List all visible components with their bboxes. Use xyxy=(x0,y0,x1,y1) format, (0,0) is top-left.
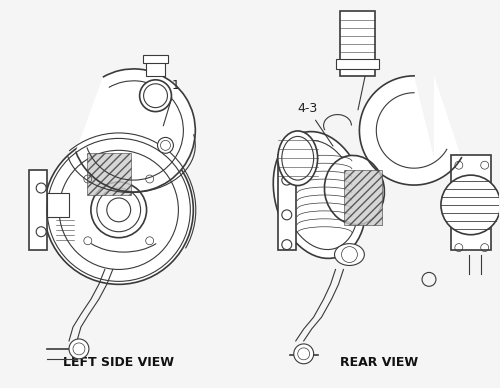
Bar xyxy=(451,155,490,249)
Bar xyxy=(47,193,69,217)
Ellipse shape xyxy=(282,137,314,180)
Ellipse shape xyxy=(324,156,384,225)
Text: LEFT SIDE VIEW: LEFT SIDE VIEW xyxy=(63,356,174,369)
Bar xyxy=(336,59,380,69)
Circle shape xyxy=(294,344,314,364)
Bar xyxy=(87,153,130,195)
Circle shape xyxy=(140,80,172,112)
Circle shape xyxy=(44,135,194,284)
Polygon shape xyxy=(76,69,196,192)
Bar xyxy=(344,170,383,225)
Polygon shape xyxy=(360,76,462,185)
Bar xyxy=(146,56,166,76)
Bar xyxy=(340,11,376,76)
Ellipse shape xyxy=(334,244,364,265)
Text: REAR VIEW: REAR VIEW xyxy=(340,356,418,369)
Text: 4-3: 4-3 xyxy=(298,102,333,146)
Ellipse shape xyxy=(278,131,318,185)
Circle shape xyxy=(158,137,174,153)
Bar xyxy=(278,155,295,249)
Ellipse shape xyxy=(274,132,366,258)
Bar xyxy=(142,55,169,63)
Text: 1: 1 xyxy=(164,79,180,126)
Ellipse shape xyxy=(281,140,358,249)
Circle shape xyxy=(441,175,500,235)
Circle shape xyxy=(69,339,89,359)
Text: 2: 2 xyxy=(358,50,374,110)
Bar xyxy=(29,170,47,249)
